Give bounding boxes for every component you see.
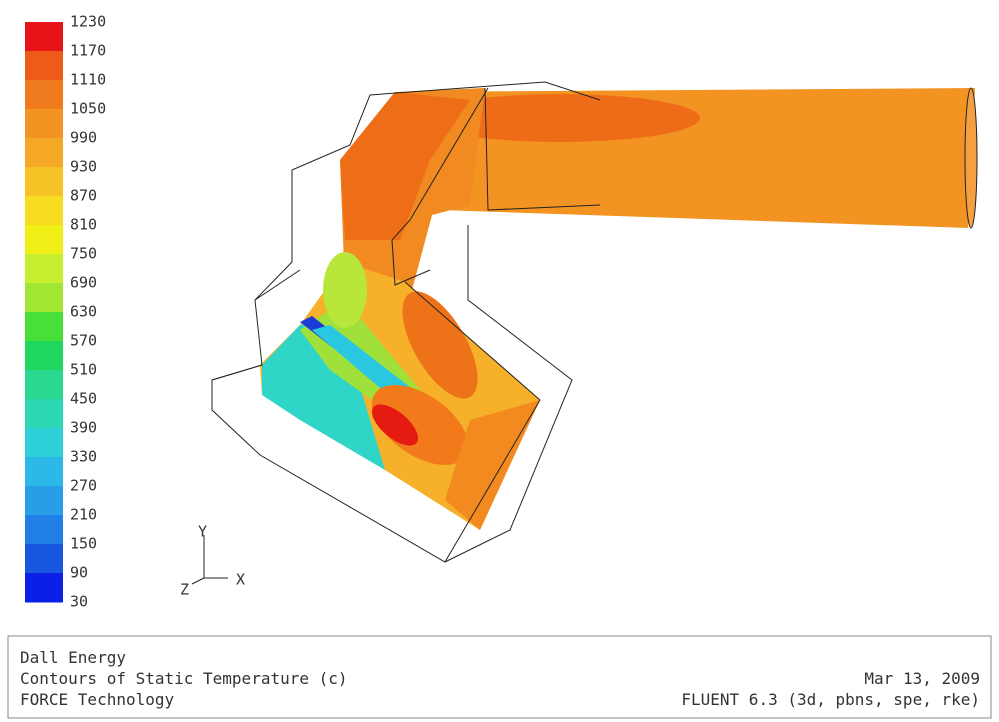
colorbar-swatch	[25, 515, 63, 545]
colorbar-label: 450	[70, 390, 97, 408]
colorbar-label: 630	[70, 303, 97, 321]
colorbar-swatch	[25, 486, 63, 516]
colorbar-label: 210	[70, 506, 97, 524]
geometry	[192, 82, 977, 584]
colorbar-label: 330	[70, 448, 97, 466]
colorbar-label: 1230	[70, 13, 106, 31]
colorbar-label: 750	[70, 245, 97, 263]
colorbar-label: 30	[70, 593, 88, 611]
colorbar: 1230 1170 1110 1050 990 930 870 810 750 690 630 570…	[25, 13, 106, 611]
colorbar-swatch	[25, 167, 63, 197]
colorbar-label: 690	[70, 274, 97, 292]
colorbar-swatch	[25, 80, 63, 110]
footer: Dall Energy Contours of Static Temperatur…	[20, 648, 980, 709]
axis-y-label: Y	[198, 523, 207, 541]
colorbar-label: 510	[70, 361, 97, 379]
footer-right-line: FLUENT 6.3 (3d, pbns, spe, rke)	[681, 690, 980, 709]
colorbar-swatch	[25, 457, 63, 487]
colorbar-swatch	[25, 544, 63, 574]
colorbar-swatch	[25, 138, 63, 168]
colorbar-label: 570	[70, 332, 97, 350]
colorbar-label: 270	[70, 477, 97, 495]
colorbar-swatch	[25, 225, 63, 255]
footer-left-line: Contours of Static Temperature (c)	[20, 669, 348, 688]
colorbar-label: 1110	[70, 71, 106, 89]
footer-right-line: Mar 13, 2009	[864, 669, 980, 688]
colorbar-swatch	[25, 428, 63, 458]
colorbar-label: 870	[70, 187, 97, 205]
footer-left-line: Dall Energy	[20, 648, 126, 667]
colorbar-swatch	[25, 196, 63, 226]
colorbar-swatch	[25, 399, 63, 429]
colorbar-swatch	[25, 51, 63, 81]
colorbar-label: 150	[70, 535, 97, 553]
colorbar-label: 1050	[70, 100, 106, 118]
colorbar-swatch	[25, 22, 63, 52]
colorbar-label: 930	[70, 158, 97, 176]
colorbar-swatch	[25, 283, 63, 313]
colorbar-swatch	[25, 573, 63, 603]
colorbar-swatch	[25, 254, 63, 284]
colorbar-label: 390	[70, 419, 97, 437]
contour-plot: Y X Z 1230 1170 1110 1050 990 930 870 810 750 690…	[0, 0, 999, 722]
footer-left-line: FORCE Technology	[20, 690, 174, 709]
colorbar-label: 1170	[70, 42, 106, 60]
axis-x-label: X	[236, 571, 245, 589]
screen: Y X Z 1230 1170 1110 1050 990 930 870 810 750 690…	[0, 0, 999, 722]
colorbar-label: 810	[70, 216, 97, 234]
colorbar-swatch	[25, 341, 63, 371]
colorbar-swatch	[25, 312, 63, 342]
colorbar-label: 90	[70, 564, 88, 582]
axis-z-label: Z	[180, 581, 189, 599]
colorbar-label: 990	[70, 129, 97, 147]
colorbar-swatch	[25, 370, 63, 400]
colorbar-swatch	[25, 109, 63, 139]
